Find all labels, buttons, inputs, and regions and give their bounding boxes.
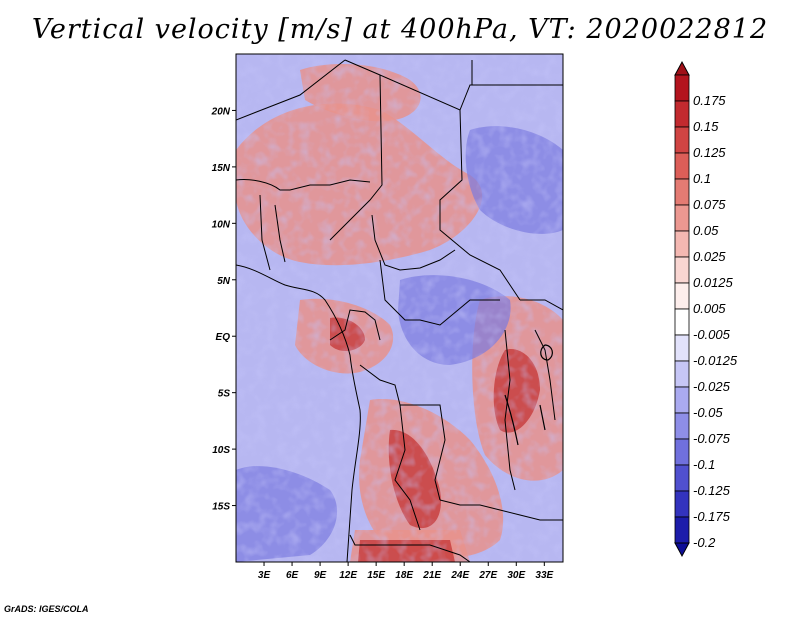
colorbar-label: 0.1	[693, 171, 711, 186]
colorbar-swatch	[674, 100, 690, 128]
colorbar-label: -0.005	[693, 327, 731, 342]
lon-tick-label: 33E	[535, 570, 553, 581]
colorbar-swatch	[674, 282, 690, 310]
colorbar-swatch	[674, 386, 690, 414]
lat-tick-label: 5N	[217, 276, 231, 287]
colorbar-swatch	[674, 464, 690, 492]
colorbar-swatch	[674, 308, 690, 336]
lat-tick-label: 15N	[212, 163, 231, 174]
colorbar-swatch	[674, 152, 690, 180]
colorbar-swatch	[674, 230, 690, 258]
colorbar-swatch	[674, 74, 690, 102]
lon-tick-label: 24E	[450, 570, 469, 581]
colorbar-label: 0.025	[693, 249, 726, 264]
colorbar-label: -0.0125	[693, 353, 738, 368]
lon-tick-label: 18E	[395, 570, 413, 581]
lakes	[504, 344, 554, 446]
colorbar-label: 0.005	[693, 301, 726, 316]
lon-tick-label: 6E	[286, 570, 299, 581]
colorbar-label: -0.05	[693, 405, 723, 420]
colorbar-label: -0.1	[693, 457, 715, 472]
colorbar-label: -0.175	[693, 509, 731, 524]
colorbar-swatch	[674, 204, 690, 232]
colorbar-swatch	[674, 178, 690, 206]
colorbar-swatch	[674, 334, 690, 362]
lon-tick-label: 15E	[367, 570, 385, 581]
colorbar-swatch	[674, 516, 690, 544]
map-panel	[236, 54, 563, 562]
lon-tick-label: 9E	[314, 570, 327, 581]
colorbar-label: -0.025	[693, 379, 731, 394]
colorbar-label: 0.125	[693, 145, 726, 160]
lat-tick-label: 10N	[212, 219, 231, 230]
credit-text: GrADS: IGES/COLA	[4, 604, 89, 614]
colorbar-top-arrow	[674, 60, 690, 76]
field-texture	[236, 54, 563, 562]
lat-tick-label: EQ	[216, 332, 231, 343]
latitude-axis: 20N 15N 10N 5N EQ 5S 10S 15S	[211, 106, 236, 513]
colorbar-label: -0.075	[693, 431, 731, 446]
lake-tanganyika	[504, 394, 519, 446]
colorbar-swatch	[674, 360, 690, 388]
colorbar-bottom-arrow	[674, 542, 690, 558]
colorbar-label: 0.05	[693, 223, 719, 238]
lat-tick-label: 15S	[212, 502, 230, 513]
country-borders	[236, 59, 563, 562]
lon-tick-label: 30E	[507, 570, 525, 581]
lake-malawi	[539, 404, 546, 431]
colorbar-label: -0.2	[693, 535, 716, 550]
lon-tick-label: 27E	[478, 570, 497, 581]
colorbar-swatch	[674, 490, 690, 518]
lon-tick-label: 21E	[422, 570, 441, 581]
colorbar-label: -0.125	[693, 483, 731, 498]
lat-tick-label: 10S	[212, 445, 230, 456]
coastline	[236, 264, 361, 562]
colorbar-swatch	[674, 412, 690, 440]
colorbar-swatch	[674, 256, 690, 284]
chart-title: Vertical velocity [m/s] at 400hPa, VT: 2…	[31, 14, 769, 45]
lon-tick-label: 12E	[339, 570, 357, 581]
colorbar-label: 0.175	[693, 93, 726, 108]
longitude-axis: 3E 6E 9E 12E 15E 18E 21E 24E 27E 30E 33E	[258, 562, 554, 581]
colorbar-swatch	[674, 126, 690, 154]
lon-tick-label: 3E	[258, 570, 271, 581]
map-frame	[235, 53, 564, 563]
lat-tick-label: 5S	[218, 389, 231, 400]
lat-tick-label: 20N	[211, 106, 231, 117]
colorbar: 0.175 0.15 0.125 0.1 0.075 0.05 0.025 0.0125 0.0…	[674, 60, 738, 558]
colorbar-label: 0.15	[693, 119, 719, 134]
colorbar-label: 0.075	[693, 197, 726, 212]
lake-victoria	[540, 344, 554, 361]
colorbar-label: 0.0125	[693, 275, 734, 290]
colorbar-swatch	[674, 438, 690, 466]
